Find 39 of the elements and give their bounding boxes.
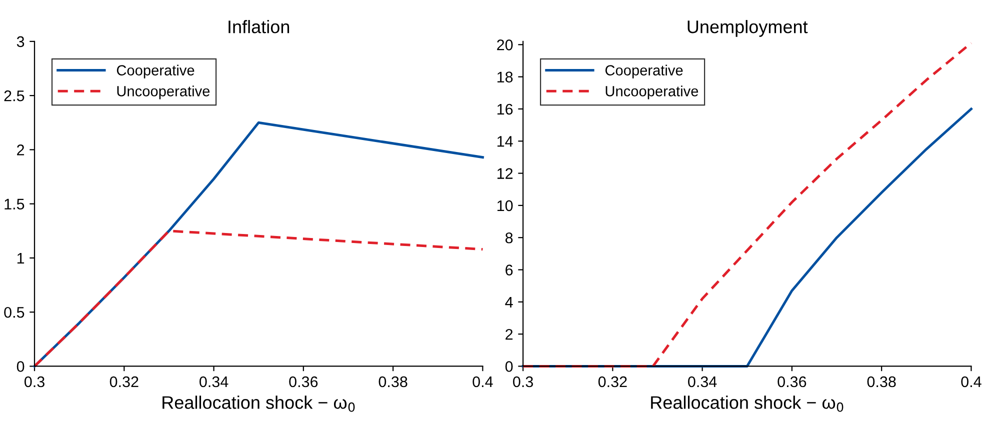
- x-tick-label: 0.34: [688, 376, 717, 388]
- y-tick-label: 0: [505, 361, 513, 372]
- x-tick-label: 0.38: [378, 376, 408, 388]
- x-tick-label: 0.36: [289, 376, 318, 388]
- line-series: [522, 42, 972, 368]
- legend-label: Cooperative: [605, 64, 683, 78]
- x-tick-label: 0.4: [472, 376, 493, 388]
- y-tick-label: 2.5: [4, 90, 24, 102]
- y-tick-label: 8: [505, 232, 513, 244]
- y-tick-label: 0: [16, 361, 24, 372]
- y-tick-label: 12: [497, 168, 513, 179]
- x-tick-label: 0.36: [778, 376, 806, 388]
- chart-title: Unemployment: [688, 20, 808, 37]
- y-tick-label: 1.5: [4, 198, 24, 210]
- y-tick-label: 3: [16, 36, 24, 48]
- chart-title: Inflation: [228, 20, 290, 34]
- legend-label: Uncooperative: [117, 86, 210, 100]
- y-tick-label: 2: [506, 328, 513, 340]
- y-tick-label: 18: [497, 72, 513, 82]
- y-tick-label: 16: [497, 104, 513, 115]
- y-tick-label: 1: [17, 252, 24, 264]
- x-tick-label: 0.32: [598, 376, 627, 388]
- y-tick-label: 0.5: [4, 306, 24, 318]
- x-axis-title: Reallocation shock − ω$_{0}$: [162, 396, 355, 412]
- y-tick-label: 6: [506, 264, 513, 276]
- legend-label: Cooperative: [116, 64, 194, 78]
- x-tick-label: 0.3: [513, 376, 533, 388]
- x-tick-label: 0.38: [867, 376, 896, 388]
- x-tick-label: 0.3: [24, 376, 44, 388]
- x-tick-label: 0.4: [961, 376, 982, 388]
- x-tick-label: 0.32: [110, 376, 138, 388]
- y-tick-label: 2: [17, 144, 24, 156]
- y-tick-label: 4: [505, 296, 513, 308]
- x-axis-title: Reallocation shock − ω$_{0}$: [651, 396, 844, 412]
- x-tick-label: 0.34: [200, 376, 228, 388]
- y-tick-label: 14: [497, 136, 513, 147]
- legend-label: Uncooperative: [606, 86, 698, 100]
- y-tick-label: 20: [497, 40, 513, 50]
- y-tick-label: 10: [497, 200, 513, 212]
